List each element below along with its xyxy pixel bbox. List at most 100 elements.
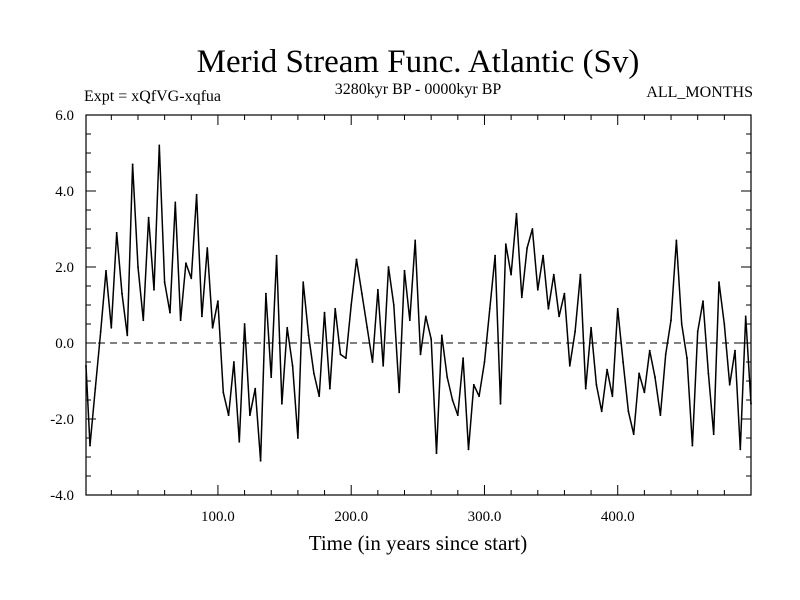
data-point — [542, 254, 545, 257]
data-point — [350, 304, 353, 306]
data-point — [201, 315, 203, 318]
data-point — [600, 410, 603, 413]
data-point — [547, 307, 550, 310]
data-point — [376, 288, 379, 291]
data-point — [233, 361, 235, 363]
data-point — [190, 277, 193, 280]
data-point — [563, 292, 566, 295]
data-point — [430, 338, 433, 341]
data-point — [622, 361, 624, 363]
y-tick-label: -4.0 — [50, 488, 74, 504]
data-point — [121, 292, 123, 295]
data-point — [584, 387, 587, 390]
data-point — [568, 364, 571, 367]
data-point — [408, 319, 411, 322]
data-point — [504, 243, 507, 246]
data-point — [366, 326, 369, 329]
x-axis-label: Time (in years since start) — [309, 531, 528, 555]
x-tick-label: 400.0 — [601, 509, 635, 525]
data-point — [169, 311, 171, 314]
data-point — [488, 307, 491, 310]
data-point — [558, 315, 560, 318]
data-point — [648, 349, 651, 352]
data-point — [435, 452, 438, 455]
series-points — [85, 144, 752, 462]
data-point — [499, 402, 502, 405]
data-point — [163, 281, 166, 284]
data-point — [611, 395, 614, 398]
data-point — [723, 323, 726, 325]
x-tick-label: 100.0 — [201, 509, 235, 525]
data-point — [387, 266, 390, 268]
experiment-label: Expt = xQfVG-xqfua — [84, 88, 221, 105]
data-point — [483, 361, 486, 363]
data-point — [632, 433, 635, 436]
data-point — [744, 315, 747, 318]
data-point — [158, 144, 161, 147]
data-point — [472, 383, 475, 386]
data-point — [211, 326, 214, 329]
data-point — [238, 440, 241, 443]
data-point — [270, 376, 273, 379]
data-point — [536, 288, 539, 291]
data-point — [126, 334, 129, 337]
data-point — [627, 410, 630, 413]
data-point — [579, 273, 582, 276]
data-point — [217, 300, 219, 303]
data-point — [142, 319, 145, 322]
data-point — [606, 368, 608, 371]
data-point — [590, 326, 592, 329]
data-point — [227, 414, 230, 417]
y-tick-label: 2.0 — [55, 260, 74, 276]
data-point — [718, 281, 720, 284]
y-tick-label: 0.0 — [55, 336, 74, 352]
data-point — [494, 254, 497, 257]
data-point — [728, 383, 731, 386]
data-point — [153, 288, 155, 291]
data-point — [99, 330, 102, 333]
data-point — [222, 391, 225, 394]
data-point — [440, 334, 443, 337]
data-point — [419, 353, 422, 356]
data-point — [526, 247, 529, 249]
series-line — [85, 144, 752, 462]
data-point — [510, 273, 513, 276]
data-point — [328, 387, 331, 390]
y-tick-label: -2.0 — [50, 412, 74, 428]
data-point — [89, 444, 91, 447]
data-point — [451, 399, 454, 401]
data-point — [670, 319, 672, 322]
data-point — [382, 364, 385, 367]
y-tick-label: 6.0 — [55, 108, 74, 124]
data-point — [707, 372, 710, 375]
data-point — [616, 307, 619, 310]
data-point — [702, 300, 704, 303]
data-point — [467, 448, 470, 451]
data-point — [659, 414, 662, 417]
data-point — [638, 372, 640, 375]
data-point — [686, 357, 688, 360]
data-point — [296, 437, 299, 439]
data-point — [750, 402, 752, 405]
x-tick-label: 200.0 — [334, 509, 368, 525]
data-point — [446, 376, 449, 379]
data-point — [115, 231, 118, 234]
data-point — [371, 361, 374, 363]
data-point — [275, 254, 278, 257]
data-point — [456, 414, 459, 417]
x-tick-label: 300.0 — [468, 509, 502, 525]
data-point — [137, 266, 139, 268]
data-point — [696, 330, 699, 333]
data-point — [675, 239, 678, 242]
y-axis: -4.0 -2.0 0.0 2.0 4.0 6.0 — [50, 108, 751, 504]
time-range-label: 3280kyr BP - 0000kyr BP — [335, 81, 502, 98]
data-point — [291, 364, 294, 367]
data-point — [110, 326, 113, 329]
data-point — [424, 315, 427, 318]
data-point — [334, 307, 337, 310]
data-point — [595, 383, 598, 386]
data-point — [195, 193, 198, 196]
data-point — [323, 311, 326, 314]
data-point — [243, 323, 246, 325]
